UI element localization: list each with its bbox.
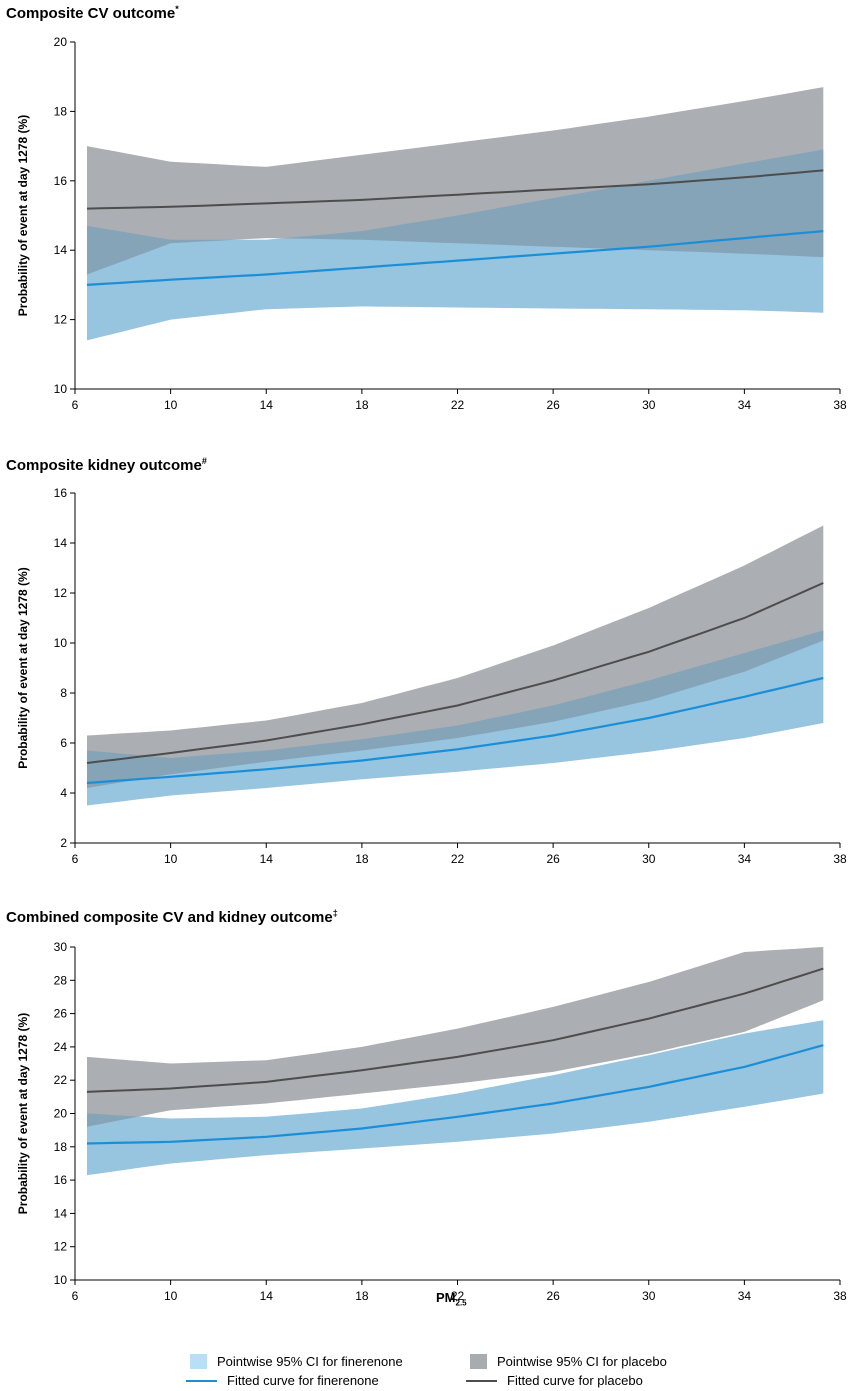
panel1-y-axis-label: Probability of event at day 1278 (%) [16, 115, 30, 316]
panel1-x-tick-label: 34 [738, 398, 752, 412]
legend-placebo-ci: Pointwise 95% CI for placebo [470, 1354, 667, 1369]
panel1-y-tick-label: 20 [54, 35, 68, 49]
panel3-y-tick-label: 20 [54, 1107, 68, 1121]
panel3-x-tick-label: 34 [738, 1289, 752, 1303]
panel1-x-tick-label: 30 [642, 398, 656, 412]
legend-finerenone-ci: Pointwise 95% CI for finerenone [190, 1354, 403, 1369]
panel1-x-tick-label: 38 [833, 398, 847, 412]
legend-finerenone-curve: Fitted curve for finerenone [186, 1373, 379, 1388]
panel2-x-tick-label: 18 [355, 852, 369, 866]
panel3-y-axis-label: Probability of event at day 1278 (%) [16, 1013, 30, 1214]
panel2-x-tick-label: 14 [260, 852, 274, 866]
panel3-finerenone-curve [86, 1044, 824, 1145]
panel2-x-tick-label: 6 [72, 852, 79, 866]
panel1-title: Composite CV outcome* [6, 4, 179, 22]
panel2-x-tick-label: 10 [164, 852, 178, 866]
legend-placebo-curve: Fitted curve for placebo [466, 1373, 643, 1388]
panel3-x-tick-label: 18 [355, 1289, 369, 1303]
placebo-curve-swatch [466, 1379, 497, 1382]
panel3-title: Combined composite CV and kidney outcome… [6, 908, 338, 926]
panel3-y-tick-label: 18 [54, 1140, 68, 1154]
panel1-x-tick-label: 10 [164, 398, 178, 412]
panel2-y-tick-label: 10 [54, 636, 68, 650]
panel3-y-tick-label: 16 [54, 1173, 68, 1187]
panel2-y-tick-label: 8 [60, 686, 67, 700]
finerenone-curve-swatch [186, 1379, 217, 1382]
panel1-x-tick-label: 18 [355, 398, 369, 412]
panel2-placebo-ci-band [87, 525, 824, 788]
panel2-title: Composite kidney outcome# [6, 456, 207, 474]
panel1-x-tick-label: 6 [72, 398, 79, 412]
panel3-x-tick-label: 6 [72, 1289, 79, 1303]
panel1-placebo-ci-band [87, 87, 824, 275]
panel1-y-tick-label: 12 [54, 313, 68, 327]
panel1-y-tick-label: 14 [54, 243, 68, 257]
panel2-y-axis-label: Probability of event at day 1278 (%) [16, 567, 30, 768]
panel3-x-tick-label: 38 [833, 1289, 847, 1303]
panel2-x-tick-label: 30 [642, 852, 656, 866]
panel3-x-tick-label: 30 [642, 1289, 656, 1303]
panel1-y-tick-label: 10 [54, 382, 68, 396]
panel2-x-tick-label: 26 [546, 852, 560, 866]
panel3-x-tick-label: 26 [546, 1289, 560, 1303]
panel3-x-tick-label: 14 [260, 1289, 274, 1303]
panel3-y-tick-label: 12 [54, 1240, 68, 1254]
panel3-x-tick-label: 10 [164, 1289, 178, 1303]
panel2-y-tick-label: 2 [60, 836, 67, 850]
panel2-y-tick-label: 6 [60, 736, 67, 750]
panel3-y-tick-label: 22 [54, 1073, 68, 1087]
panel3-y-tick-label: 10 [54, 1273, 68, 1287]
panel1-x-tick-label: 22 [451, 398, 465, 412]
x-axis-label: PM2.5 [436, 1290, 467, 1308]
panel2-x-tick-label: 22 [451, 852, 465, 866]
panel3-x-tick-label: 22 [451, 1289, 465, 1303]
panel1-x-tick-label: 26 [546, 398, 560, 412]
panel1-placebo-curve [86, 169, 824, 210]
panel1-finerenone-curve [86, 230, 824, 286]
panel1-y-tick-label: 18 [54, 104, 68, 118]
panel3-y-tick-label: 24 [54, 1040, 68, 1054]
panel3-y-tick-label: 26 [54, 1007, 68, 1021]
panel1-x-tick-label: 14 [260, 398, 274, 412]
panel1-overlap-band [87, 149, 824, 341]
panel3-y-tick-label: 30 [54, 940, 68, 954]
panel3-placebo-curve [86, 967, 824, 1093]
panel3-y-tick-label: 14 [54, 1206, 68, 1220]
panel2-y-tick-label: 12 [54, 586, 68, 600]
finerenone-ci-swatch [190, 1354, 207, 1369]
panel2-x-tick-label: 38 [833, 852, 847, 866]
panel2-y-tick-label: 14 [54, 536, 68, 550]
panel1-y-tick-label: 16 [54, 174, 68, 188]
panel2-overlap-band [87, 630, 824, 806]
panel2-y-tick-label: 16 [54, 486, 68, 500]
placebo-ci-swatch [470, 1354, 487, 1369]
panel3-y-tick-label: 28 [54, 973, 68, 987]
panel2-finerenone-curve [86, 676, 824, 785]
panel2-y-tick-label: 4 [60, 786, 67, 800]
panel2-finerenone-ci-band [87, 630, 824, 806]
panel2-x-tick-label: 34 [738, 852, 752, 866]
panel2-placebo-curve [86, 582, 824, 764]
